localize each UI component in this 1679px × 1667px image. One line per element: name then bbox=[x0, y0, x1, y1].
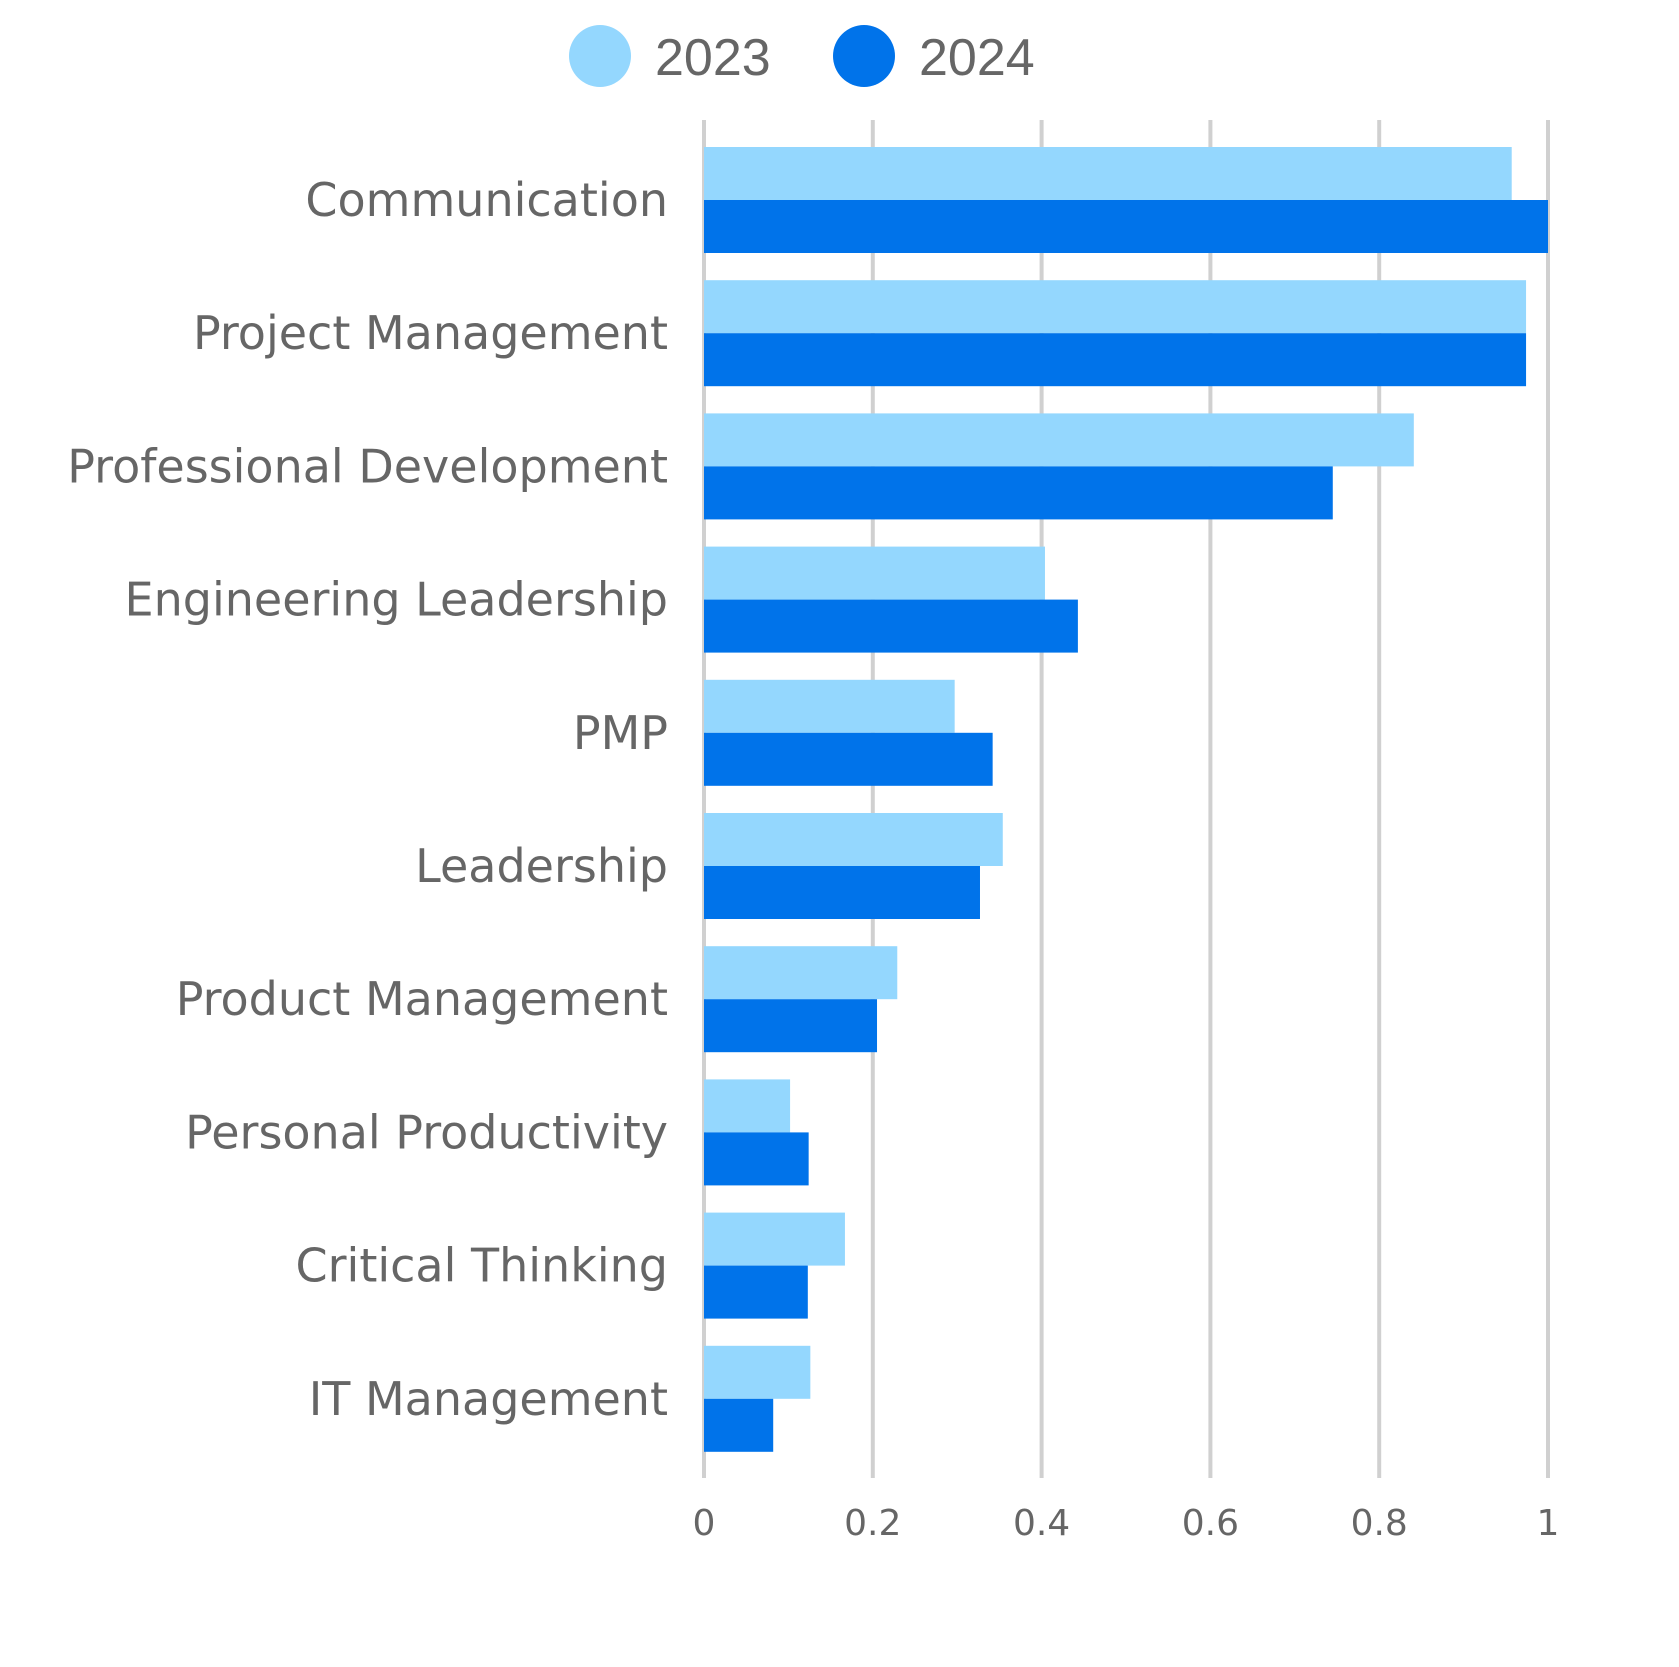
bar-2023[interactable] bbox=[704, 679, 955, 733]
bar-2024[interactable] bbox=[704, 1265, 808, 1319]
legend-item-2023[interactable]: 2023 bbox=[569, 25, 771, 87]
x-tick-label: 0.2 bbox=[844, 1503, 901, 1544]
bar-2023[interactable] bbox=[704, 280, 1527, 334]
x-tick-label: 0 bbox=[693, 1503, 716, 1544]
x-axis-tick-labels: 0 0.2 0.4 0.6 0.8 1 bbox=[693, 1503, 1560, 1544]
bars bbox=[704, 147, 1548, 1452]
legend-label-2024: 2024 bbox=[919, 29, 1035, 87]
bar-2024[interactable] bbox=[704, 1132, 809, 1186]
bar-2023[interactable] bbox=[704, 1345, 811, 1399]
bar-2023[interactable] bbox=[704, 1079, 791, 1133]
category-label: Leadership bbox=[415, 839, 668, 893]
legend-label-2023: 2023 bbox=[655, 29, 771, 87]
category-label: Communication bbox=[305, 173, 668, 227]
x-tick-label: 0.8 bbox=[1351, 1503, 1408, 1544]
bar-2023[interactable] bbox=[704, 147, 1512, 200]
category-label: Professional Development bbox=[67, 439, 668, 493]
bar-2024[interactable] bbox=[704, 200, 1548, 253]
bar-2024[interactable] bbox=[704, 866, 980, 919]
legend: 2023 2024 bbox=[569, 25, 1035, 87]
bar-2024[interactable] bbox=[704, 1398, 774, 1452]
category-label: Personal Productivity bbox=[185, 1105, 668, 1159]
category-label: Engineering Leadership bbox=[125, 573, 668, 627]
legend-swatch-2023 bbox=[569, 25, 631, 87]
bar-2024[interactable] bbox=[704, 732, 993, 786]
x-tick-label: 0.6 bbox=[1182, 1503, 1239, 1544]
bar-2023[interactable] bbox=[704, 813, 1003, 866]
x-tick-label: 1 bbox=[1537, 1503, 1560, 1544]
bar-2023[interactable] bbox=[704, 946, 898, 1000]
category-label: Project Management bbox=[193, 306, 668, 360]
bar-2024[interactable] bbox=[704, 333, 1527, 387]
bar-2024[interactable] bbox=[704, 999, 878, 1053]
category-labels: Communication Project Management Professio… bbox=[67, 173, 668, 1426]
bar-2024[interactable] bbox=[704, 466, 1333, 520]
legend-swatch-2024 bbox=[833, 25, 895, 87]
legend-item-2024[interactable]: 2024 bbox=[833, 25, 1035, 87]
x-tick-label: 0.4 bbox=[1013, 1503, 1070, 1544]
bar-2024[interactable] bbox=[704, 599, 1078, 653]
category-label: Critical Thinking bbox=[296, 1239, 668, 1293]
bar-2023[interactable] bbox=[704, 1212, 845, 1266]
bar-2023[interactable] bbox=[704, 546, 1045, 600]
category-label: PMP bbox=[573, 706, 668, 760]
category-label: IT Management bbox=[309, 1372, 668, 1426]
category-label: Product Management bbox=[176, 972, 668, 1026]
bar-2023[interactable] bbox=[704, 413, 1414, 467]
